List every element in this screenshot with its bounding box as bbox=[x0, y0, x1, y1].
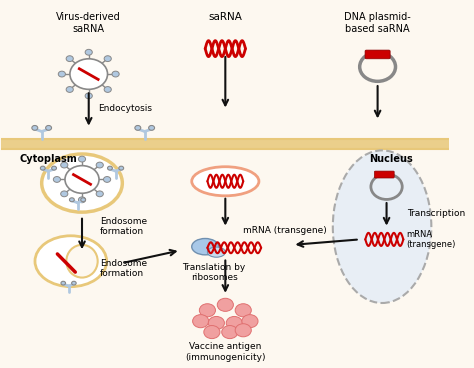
Circle shape bbox=[226, 316, 242, 329]
Circle shape bbox=[61, 281, 65, 285]
Circle shape bbox=[204, 326, 220, 339]
Circle shape bbox=[85, 49, 92, 55]
Circle shape bbox=[65, 166, 99, 193]
FancyBboxPatch shape bbox=[374, 171, 394, 178]
Circle shape bbox=[66, 86, 73, 92]
Circle shape bbox=[46, 125, 52, 130]
Text: Nucleus: Nucleus bbox=[369, 155, 413, 164]
Text: DNA plasmid-
based saRNA: DNA plasmid- based saRNA bbox=[344, 12, 411, 34]
Circle shape bbox=[96, 162, 103, 168]
Ellipse shape bbox=[35, 236, 107, 287]
Text: Cytoplasm: Cytoplasm bbox=[19, 154, 77, 164]
Circle shape bbox=[222, 326, 238, 339]
Circle shape bbox=[81, 198, 86, 202]
Circle shape bbox=[61, 162, 68, 168]
Text: mRNA
(transgene): mRNA (transgene) bbox=[407, 230, 456, 249]
Circle shape bbox=[103, 177, 110, 183]
Text: Endosome
formation: Endosome formation bbox=[100, 259, 147, 278]
Circle shape bbox=[119, 166, 124, 170]
Text: mRNA (transgene): mRNA (transgene) bbox=[243, 226, 327, 235]
Circle shape bbox=[78, 197, 86, 203]
Circle shape bbox=[108, 166, 112, 170]
Circle shape bbox=[242, 315, 258, 328]
Circle shape bbox=[70, 59, 108, 89]
Circle shape bbox=[54, 177, 61, 183]
FancyBboxPatch shape bbox=[365, 50, 390, 59]
Circle shape bbox=[200, 304, 216, 317]
Circle shape bbox=[235, 304, 251, 317]
Circle shape bbox=[217, 298, 233, 311]
Text: Virus-derived
saRNA: Virus-derived saRNA bbox=[56, 12, 121, 34]
Ellipse shape bbox=[208, 247, 225, 257]
Circle shape bbox=[72, 281, 76, 285]
Circle shape bbox=[52, 166, 56, 170]
Ellipse shape bbox=[333, 151, 431, 303]
Circle shape bbox=[70, 198, 74, 202]
Text: Transcription: Transcription bbox=[407, 209, 465, 219]
Circle shape bbox=[149, 125, 155, 130]
Circle shape bbox=[235, 324, 251, 337]
Ellipse shape bbox=[42, 154, 122, 212]
Circle shape bbox=[58, 71, 65, 77]
Text: saRNA: saRNA bbox=[209, 12, 242, 22]
Circle shape bbox=[135, 125, 141, 130]
Circle shape bbox=[192, 315, 209, 328]
Circle shape bbox=[104, 86, 111, 92]
Circle shape bbox=[104, 56, 111, 61]
Circle shape bbox=[66, 56, 73, 61]
Ellipse shape bbox=[192, 238, 219, 255]
Circle shape bbox=[96, 191, 103, 197]
Text: Endosome
formation: Endosome formation bbox=[100, 217, 147, 236]
Circle shape bbox=[208, 316, 224, 329]
Text: Translation by
ribosomes: Translation by ribosomes bbox=[182, 263, 246, 282]
Ellipse shape bbox=[192, 167, 259, 196]
Text: Endocytosis: Endocytosis bbox=[98, 104, 152, 113]
Ellipse shape bbox=[66, 245, 98, 277]
FancyBboxPatch shape bbox=[1, 139, 449, 149]
Circle shape bbox=[78, 156, 86, 162]
Circle shape bbox=[85, 93, 92, 99]
Circle shape bbox=[32, 125, 38, 130]
Text: Vaccine antigen
(immunogenicity): Vaccine antigen (immunogenicity) bbox=[185, 342, 265, 362]
Circle shape bbox=[61, 191, 68, 197]
Circle shape bbox=[112, 71, 119, 77]
Circle shape bbox=[40, 166, 45, 170]
